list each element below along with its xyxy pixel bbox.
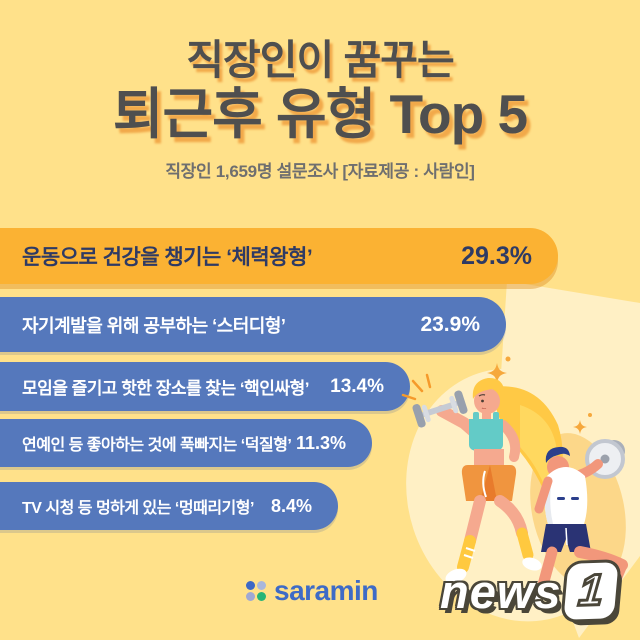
footer: saramin news 1 (0, 560, 640, 640)
header: 직장인이 꿈꾸는 퇴근후 유형 Top 5 직장인 1,659명 설문조사 [자… (0, 36, 640, 182)
news1-logo: news 1 (440, 562, 619, 620)
bar-row: TV 시청 등 멍하게 있는 ‘멍때리기형’ 8.4% (0, 482, 338, 530)
bar-value: 11.3% (295, 432, 346, 453)
survey-source-note: 직장인 1,659명 설문조사 [자료제공 : 사람인] (165, 162, 475, 181)
saramin-logo: saramin (246, 575, 378, 607)
news1-number-box: 1 (562, 562, 619, 620)
bar-row: 운동으로 건강을 챙기는 ‘체력왕형’ 29.3% (0, 228, 558, 284)
man-runner (529, 439, 628, 600)
bar-value: 8.4% (270, 495, 312, 516)
page-title-line1: 직장인이 꿈꾸는 (186, 37, 454, 83)
burst-lines (401, 373, 432, 401)
saramin-dots-icon (246, 581, 266, 601)
news1-number: 1 (575, 564, 607, 617)
page-title-line2: 퇴근후 유형 Top 5 (112, 83, 528, 145)
bar-value: 13.4% (330, 375, 384, 397)
bar-label: 연예인 등 좋아하는 것에 푹빠지는 ‘덕질형’ (22, 437, 292, 454)
bar-label: 모임을 즐기고 핫한 장소를 찾는 ‘핵인싸형’ (22, 379, 309, 398)
bar-value: 29.3% (461, 241, 532, 270)
news1-wordmark: news (440, 564, 562, 618)
bar-row: 연예인 등 좋아하는 것에 푹빠지는 ‘덕질형’ 11.3% (0, 419, 372, 467)
bar-row: 자기계발을 위해 공부하는 ‘스터디형’ 23.9% (0, 297, 506, 352)
sparkle-icon (487, 356, 592, 434)
saramin-wordmark: saramin (274, 575, 378, 606)
bar-value: 23.9% (420, 312, 480, 336)
illustration-runners (401, 356, 630, 622)
dumbbell-icon (412, 390, 468, 428)
bar-label: TV 시청 등 멍하게 있는 ‘멍때리기형’ (22, 500, 254, 517)
bar-row: 모임을 즐기고 핫한 장소를 찾는 ‘핵인싸형’ 13.4% (0, 362, 410, 411)
bar-label: 자기계발을 위해 공부하는 ‘스터디형’ (22, 315, 286, 336)
bar-label: 운동으로 건강을 챙기는 ‘체력왕형’ (22, 246, 313, 269)
